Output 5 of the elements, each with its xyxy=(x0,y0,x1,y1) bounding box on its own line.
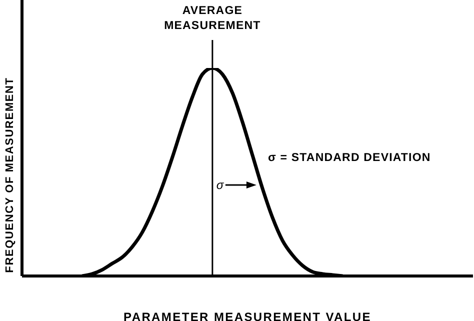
annotation: σ xyxy=(216,178,224,192)
annotation: σ = STANDARD DEVIATION xyxy=(268,152,431,164)
text: AVERAGE MEASUREMENT xyxy=(164,5,261,32)
y-axis-title: FREQUENCY OF MEASUREMENT xyxy=(4,77,16,273)
x-axis-title: PARAMETER MEASUREMENT VALUE xyxy=(124,310,372,321)
